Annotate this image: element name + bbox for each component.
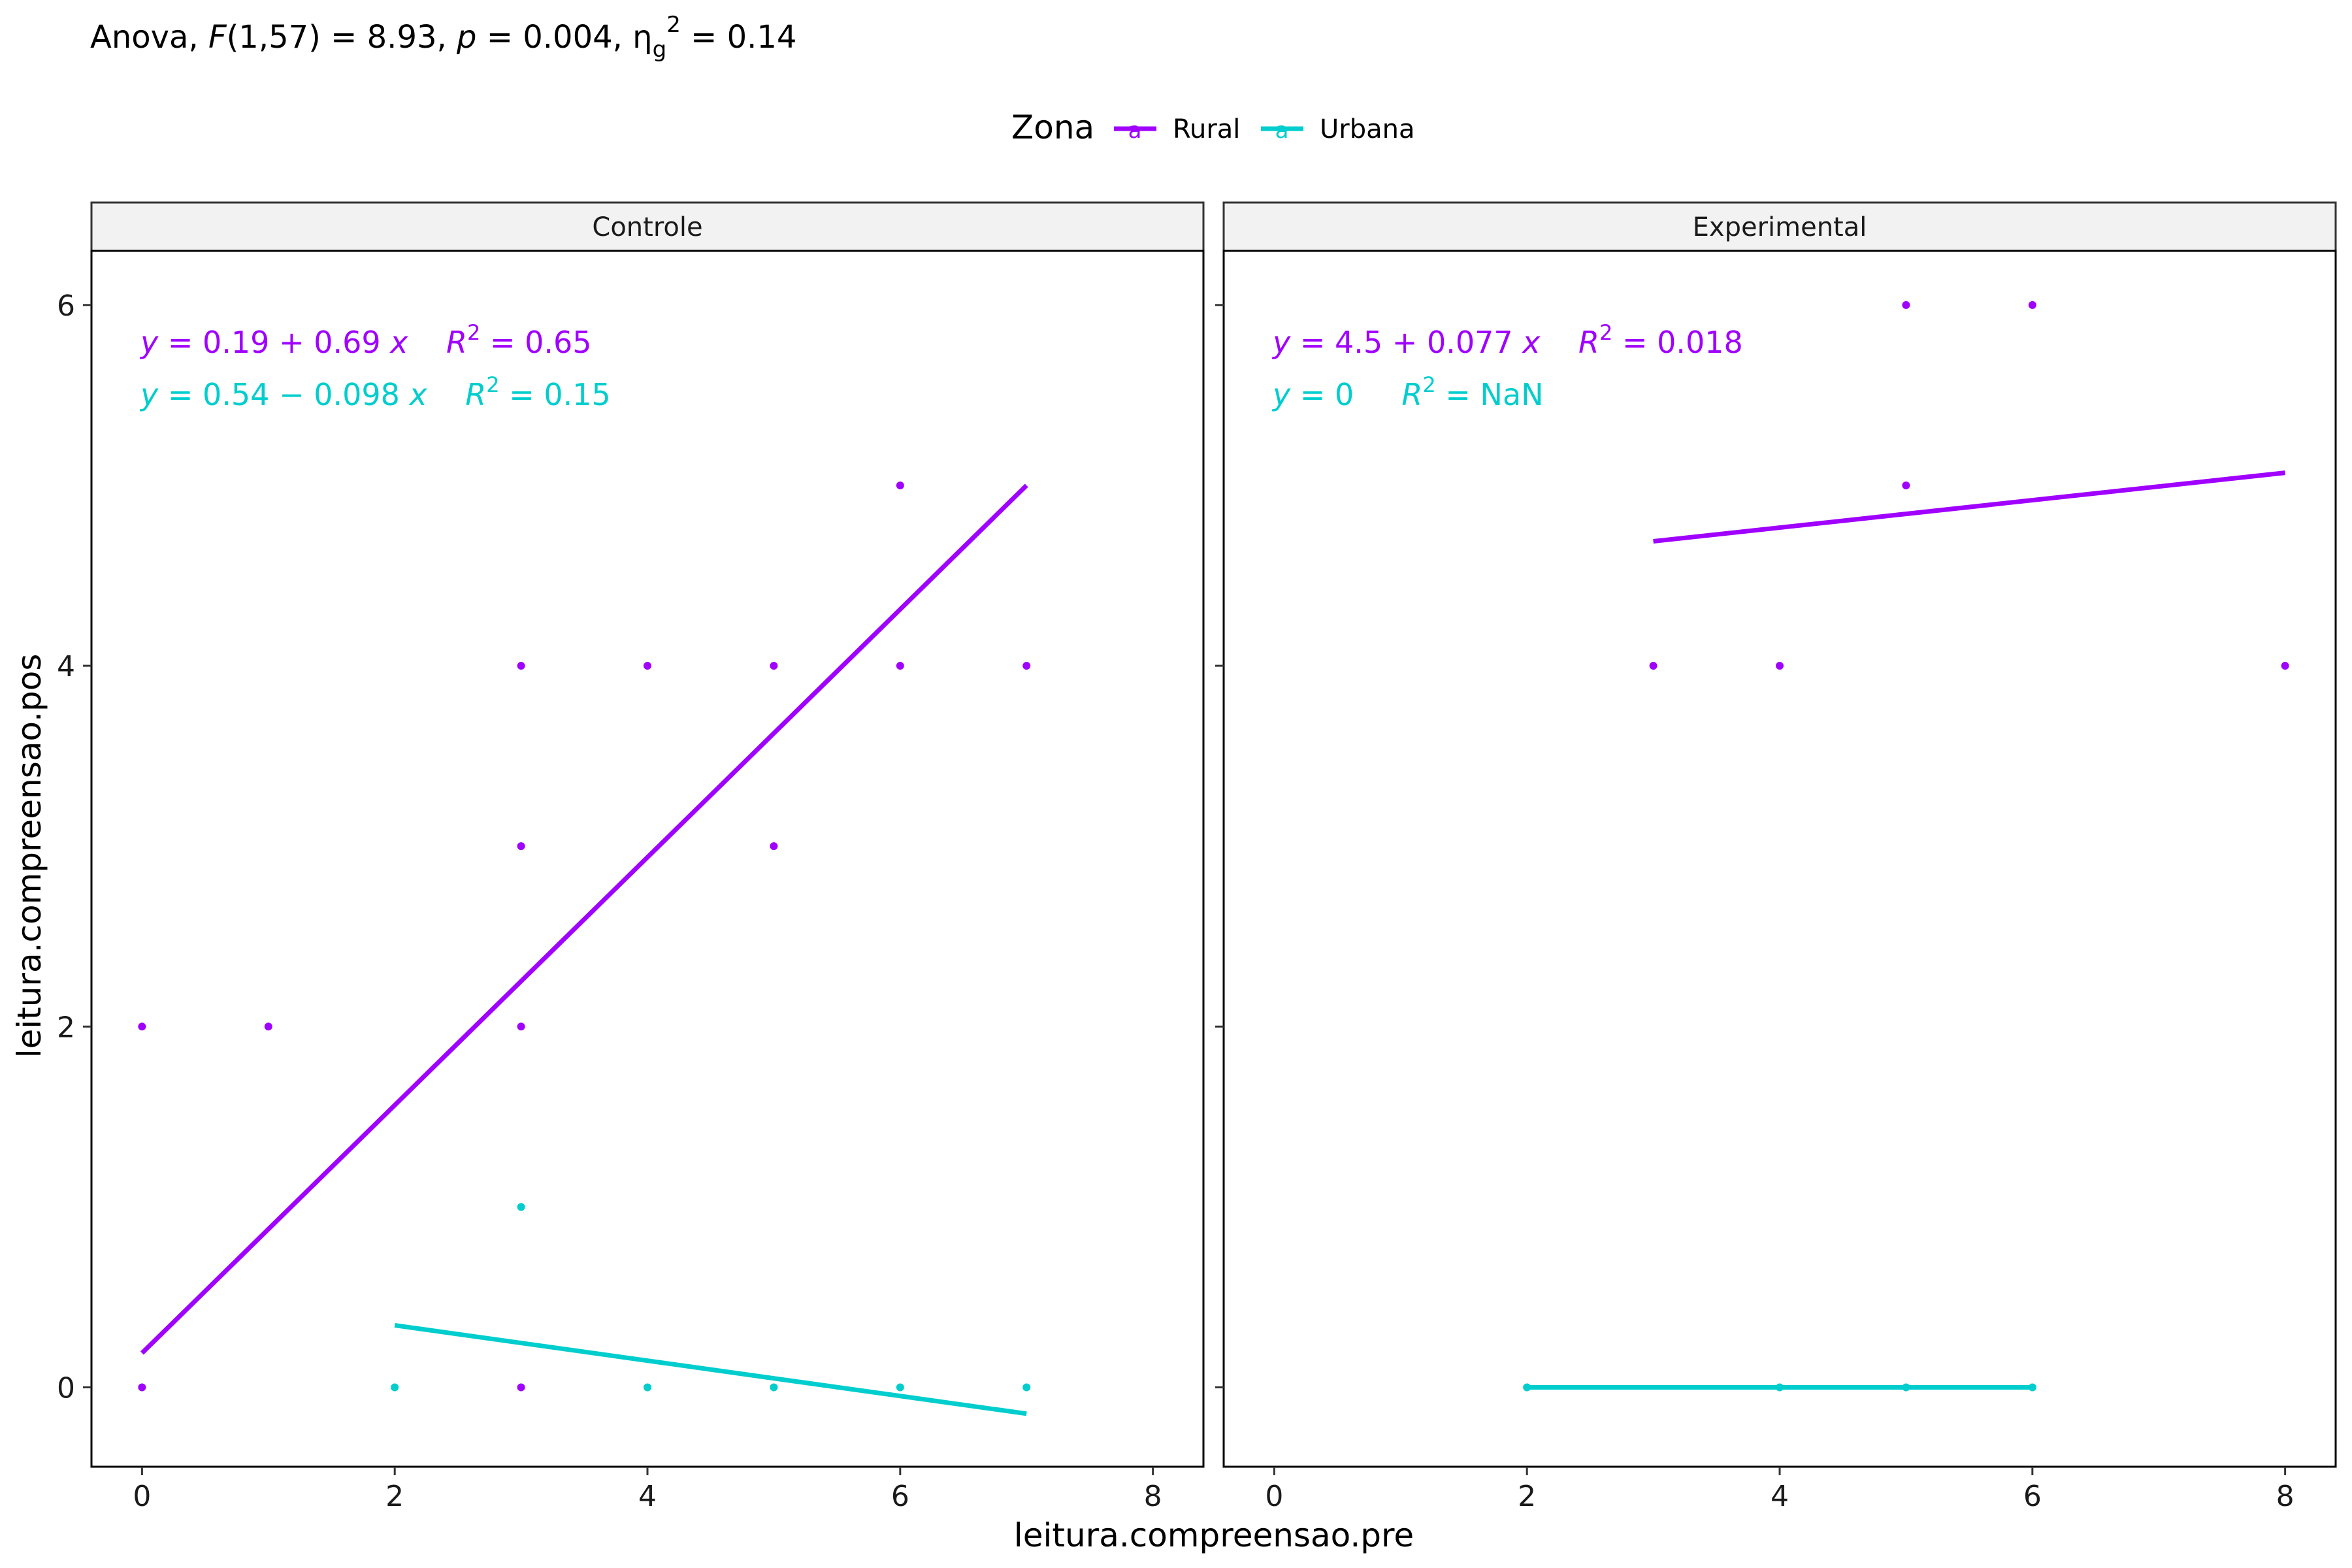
x-tick-label: 0 bbox=[1265, 1480, 1283, 1513]
panel-border bbox=[1222, 250, 2337, 1468]
equation-rural: y = 0.19 + 0.69 x R2 = 0.65 bbox=[139, 320, 592, 360]
data-point-rural bbox=[517, 1022, 525, 1031]
data-point-urbana bbox=[391, 1383, 399, 1392]
data-point-urbana bbox=[770, 1383, 778, 1392]
legend-item-rural: a Rural bbox=[1114, 114, 1240, 144]
data-point-urbana bbox=[1902, 1383, 1910, 1392]
data-point-urbana bbox=[1523, 1383, 1531, 1392]
fit-line-rural bbox=[1653, 470, 2286, 544]
data-point-rural bbox=[896, 481, 904, 489]
data-point-rural bbox=[2028, 301, 2036, 309]
equation-urbana: y = 0 R2 = NaN bbox=[1271, 372, 1544, 412]
x-tick-label: 2 bbox=[1518, 1480, 1536, 1513]
y-tick-label: 6 bbox=[57, 289, 75, 323]
equation-urbana: y = 0.54 − 0.098 x R2 = 0.15 bbox=[139, 372, 611, 412]
data-point-urbana bbox=[644, 1383, 651, 1392]
fit-line-urbana bbox=[394, 1323, 1027, 1416]
data-point-urbana bbox=[1022, 1383, 1031, 1392]
legend-key-glyph: a bbox=[1128, 118, 1142, 144]
data-point-rural bbox=[1902, 301, 1910, 309]
y-tick-label: 4 bbox=[57, 650, 75, 683]
data-point-rural bbox=[517, 842, 525, 851]
data-point-urbana bbox=[1776, 1383, 1784, 1392]
legend-key-glyph: a bbox=[1275, 118, 1289, 144]
y-tick-label: 0 bbox=[57, 1372, 75, 1405]
legend-label: Urbana bbox=[1320, 114, 1415, 144]
data-point-rural bbox=[644, 662, 651, 670]
data-point-rural bbox=[770, 842, 778, 851]
chart-subtitle: Anova, F(1,57) = 8.93, p = 0.004, ηg2 = … bbox=[90, 12, 796, 63]
equation-rural: y = 4.5 + 0.077 x R2 = 0.018 bbox=[1271, 320, 1743, 360]
x-tick-label: 0 bbox=[133, 1480, 151, 1513]
x-tick-label: 6 bbox=[2023, 1480, 2042, 1513]
data-point-urbana bbox=[2028, 1383, 2036, 1392]
data-point-urbana bbox=[517, 1203, 525, 1211]
strip-background bbox=[1222, 201, 2337, 252]
data-point-rural bbox=[1022, 662, 1031, 670]
x-tick-label: 8 bbox=[2276, 1480, 2295, 1513]
data-point-urbana bbox=[896, 1383, 904, 1392]
x-axis-title: leitura.compreensao.pre bbox=[1014, 1516, 1414, 1554]
data-point-rural bbox=[1649, 662, 1658, 670]
data-point-rural bbox=[1776, 662, 1784, 670]
legend-label: Rural bbox=[1173, 114, 1240, 144]
strip-label: Controle bbox=[592, 212, 702, 242]
fit-line-rural bbox=[140, 483, 1028, 1355]
data-point-rural bbox=[138, 1022, 146, 1031]
legend: Zona a Rural a Urbana bbox=[1011, 108, 1415, 146]
legend-key-point bbox=[1132, 125, 1138, 132]
data-point-rural bbox=[2281, 662, 2289, 670]
data-point-rural bbox=[264, 1022, 272, 1031]
strip-background bbox=[90, 201, 1205, 252]
strip-label: Experimental bbox=[1693, 212, 1867, 242]
panel-controle: Controle 0 2 4 6 8 0 2 4 6 y = 0.19 + 0.69 x R2 = … bbox=[57, 201, 1205, 1513]
panel-experimental: Experimental 0 2 4 6 8 y = 4.5 + 0.077 x R2 = … bbox=[1215, 201, 2337, 1513]
data-point-rural bbox=[517, 662, 525, 670]
x-tick-label: 8 bbox=[1144, 1480, 1162, 1513]
x-tick-label: 4 bbox=[638, 1480, 657, 1513]
y-tick-label: 2 bbox=[57, 1011, 75, 1044]
x-tick-label: 6 bbox=[891, 1480, 909, 1513]
data-point-rural bbox=[138, 1383, 146, 1392]
legend-item-urbana: a Urbana bbox=[1261, 114, 1415, 144]
data-point-rural bbox=[770, 662, 778, 670]
data-point-rural bbox=[896, 662, 904, 670]
legend-key-point bbox=[1279, 125, 1285, 132]
y-axis-title: leitura.compreensao.pos bbox=[10, 654, 48, 1058]
x-tick-label: 2 bbox=[385, 1480, 404, 1513]
x-tick-label: 4 bbox=[1771, 1480, 1789, 1513]
legend-title: Zona bbox=[1011, 108, 1094, 146]
data-point-rural bbox=[1902, 481, 1910, 489]
data-point-rural bbox=[517, 1383, 525, 1392]
